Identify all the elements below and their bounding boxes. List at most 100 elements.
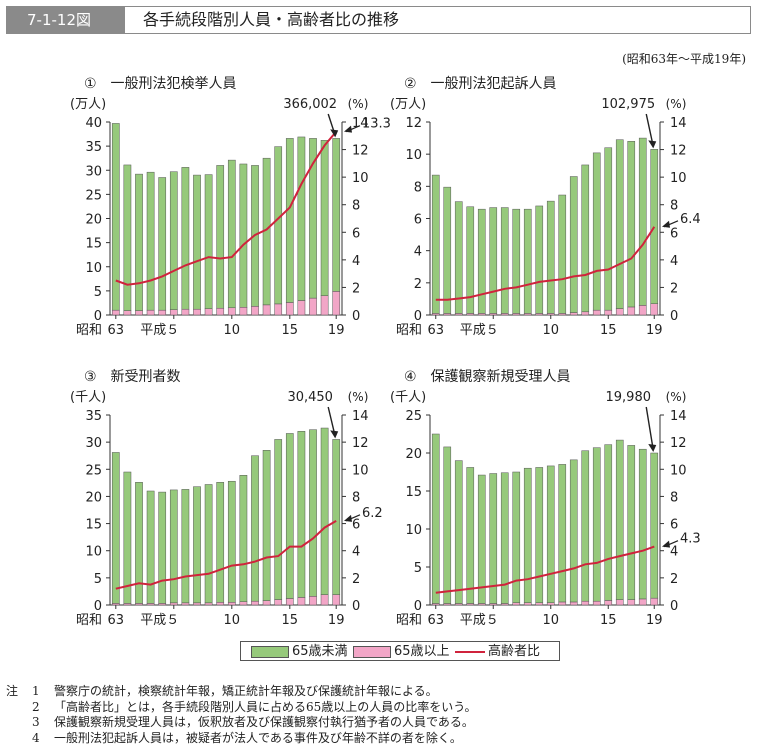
y-axis-label: (千人) [390,390,426,405]
y2-tick-label: 0 [352,599,360,614]
y-tick-label: 0 [94,309,102,324]
y-tick-label: 12 [405,116,422,131]
y2-tick-label: 0 [670,599,678,614]
chart-title: ② 一般刑法犯起訴人員 [404,76,557,92]
bar-over65 [546,602,555,606]
x-tick-label-era: 昭和 [396,323,422,338]
y-tick-label: 10 [405,523,422,538]
bar-under65 [158,491,167,604]
y2-tick-label: 0 [352,309,360,324]
y-tick-label: 20 [85,213,102,228]
bar-over65 [627,306,636,316]
annotation-ratio-arrowhead [344,514,352,522]
legend-swatch-under65 [251,645,289,658]
bar-over65 [285,598,294,606]
bar-under65 [477,208,486,314]
y2-tick-label: 2 [352,572,360,587]
bar-over65 [320,594,329,606]
bar-over65 [216,602,225,606]
bar-under65 [274,146,283,305]
y2-tick-label: 0 [670,309,678,324]
ratio-line [115,520,337,590]
y-tick-label: 15 [85,518,102,533]
y2-tick-label: 2 [670,281,678,296]
annotation-ratio-arrowhead [344,125,352,133]
bar-under65 [285,138,294,303]
bar-under65 [146,490,155,604]
bar-over65 [638,305,647,316]
bar-over65 [512,602,521,606]
bar-over65 [181,602,190,606]
bar-under65 [146,171,155,311]
bar-under65 [523,208,532,314]
y2-axis-label: (%) [348,390,369,404]
annotation-total: 102,975 [601,97,655,112]
bar-under65 [569,176,578,313]
x-tick-label: 19 [328,613,345,628]
notes-head: 注 [6,684,19,698]
y-tick-label: 15 [405,485,422,500]
bar-under65 [592,152,601,311]
bar-under65 [443,186,452,314]
bar-under65 [500,472,509,604]
bar-under65 [581,164,590,313]
y2-tick-label: 2 [670,572,678,587]
y-tick-label: 25 [85,463,102,478]
bar-over65 [604,600,613,606]
bar-under65 [558,464,567,603]
figure-number: 7-1-12図 [7,7,125,33]
note-number: 2 [32,699,40,714]
bar-over65 [239,601,248,606]
legend-label-ratio: 高齢者比 [488,644,541,659]
y-axis-label: (千人) [70,390,106,405]
bar-over65 [650,597,659,606]
note-text: 警察庁の統計，検察統計年報，矯正統計年報及び保護統計年報による。 [54,684,438,698]
y2-tick-label: 10 [670,171,687,186]
bar-under65 [309,429,317,597]
y2-tick-label: 10 [352,171,369,186]
annotation-total-arrowhead [648,140,657,149]
bar-under65 [332,138,341,292]
bar-over65 [239,307,248,316]
bar-over65 [592,600,601,606]
y2-tick-label: 6 [670,518,678,533]
bar-under65 [592,447,601,602]
bar-over65 [204,602,213,606]
y2-tick-label: 6 [352,518,360,533]
bar-under65 [169,171,178,310]
x-tick-label: 63 [108,613,125,628]
annotation-total-arrowhead [330,430,339,439]
y2-tick-label: 10 [670,463,687,478]
bar-over65 [285,302,294,316]
bar-under65 [466,206,475,314]
bar-over65 [227,307,236,316]
bar-over65 [111,309,120,316]
annotation-total-arrow [645,406,654,451]
bar-over65 [592,309,601,316]
bar-under65 [489,473,498,604]
y-tick-label: 0 [414,309,422,324]
bar-over65 [627,599,636,606]
bar-under65 [466,467,475,604]
x-tick-label: 15 [600,323,617,338]
annotation-total: 19,980 [606,390,652,405]
bar-under65 [546,200,555,314]
y-tick-label: 0 [414,599,422,614]
annotation-ratio: 6.4 [680,212,701,227]
bar-under65 [216,482,225,603]
bar-over65 [297,300,306,316]
bar-under65 [546,465,555,603]
bar-over65 [569,601,578,606]
bar-under65 [443,446,452,604]
bar-under65 [500,207,509,314]
y2-tick-label: 14 [670,116,687,131]
bar-under65 [627,141,636,308]
legend-item-under65: 65歳未満 [251,643,348,661]
x-tick-label: 平成５ [460,323,499,338]
y-tick-label: 10 [85,261,102,276]
legend-swatch-ratio [455,650,485,653]
bar-under65 [111,123,120,311]
ratio-line [435,545,655,594]
y2-axis-label: (%) [666,97,687,111]
y2-tick-label: 8 [670,490,678,505]
